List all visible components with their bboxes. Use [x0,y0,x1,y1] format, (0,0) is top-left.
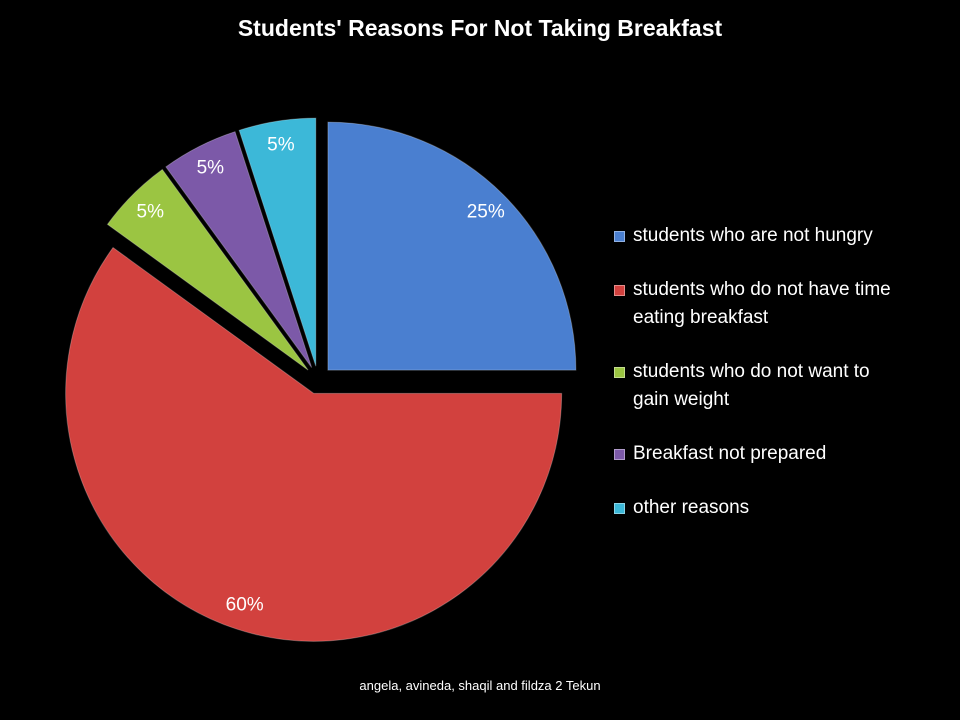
legend-item: Breakfast not prepared [610,440,910,468]
legend-item: other reasons [610,494,910,522]
legend-swatch [614,285,625,296]
footer: angela, avineda, shaqil and fildza 2 Tek… [359,678,601,693]
legend-label: other reasons [633,497,750,518]
data-label: 60% [226,595,264,616]
pie-slice [238,117,317,367]
legend-label: students who do not want to gain weight [633,361,870,410]
legend-item: students who do not want to gain weight [610,358,910,414]
legend-item: students who do not have time eating bre… [610,276,910,332]
legend-label: Breakfast not prepared [633,443,827,464]
pie-slice [327,121,577,371]
legend-label: students who do not have time eating bre… [633,279,891,328]
pie-slice [165,131,313,368]
legend-swatch [614,503,625,514]
data-label: 5% [267,135,295,156]
data-label: 5% [137,201,165,222]
legend-swatch [614,449,625,460]
legend-label: students who are not hungry [633,225,873,246]
legend-item: students who are not hungry [610,222,910,250]
chart-title: Students' Reasons For Not Taking Breakfa… [238,15,723,41]
data-label: 25% [467,201,505,222]
legend-swatch [614,367,625,378]
legend: students who are not hungry students who … [610,222,910,522]
legend-swatch [614,231,625,242]
data-label: 5% [197,158,225,179]
pie-slice [106,168,309,371]
pie-slice [65,246,563,642]
